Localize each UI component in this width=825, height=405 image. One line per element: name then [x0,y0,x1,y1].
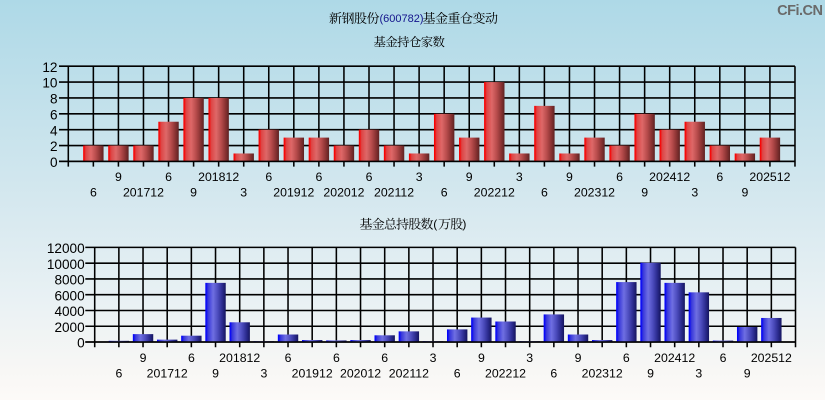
svg-text:202212: 202212 [474,186,515,200]
svg-text:9: 9 [744,367,751,381]
svg-text:202512: 202512 [751,351,792,365]
svg-text:202312: 202312 [574,186,615,200]
svg-text:0: 0 [50,155,58,170]
svg-text:6: 6 [441,186,448,200]
svg-text:6: 6 [315,170,322,184]
svg-text:3: 3 [691,186,698,200]
svg-text:6: 6 [381,351,388,365]
svg-text:3: 3 [695,367,702,381]
svg-text:9: 9 [566,170,573,184]
svg-text:6: 6 [50,107,58,122]
svg-text:202012: 202012 [340,367,381,381]
svg-text:12000: 12000 [47,241,85,256]
svg-text:201712: 201712 [123,186,164,200]
svg-text:6000: 6000 [54,288,85,303]
svg-text:6: 6 [90,186,97,200]
svg-text:9: 9 [212,367,219,381]
svg-text:6: 6 [188,351,195,365]
svg-text:9: 9 [140,351,147,365]
svg-text:201912: 201912 [292,367,333,381]
svg-text:6: 6 [541,186,548,200]
svg-text:201812: 201812 [198,170,239,184]
svg-text:202112: 202112 [374,186,414,200]
svg-text:6: 6 [623,351,630,365]
svg-text:4000: 4000 [54,304,85,319]
svg-text:9: 9 [115,170,122,184]
svg-text:8: 8 [50,92,58,107]
svg-text:6: 6 [716,170,723,184]
svg-text:6: 6 [265,170,272,184]
svg-text:9: 9 [741,186,748,200]
svg-text:3: 3 [526,351,533,365]
svg-text:9: 9 [190,186,197,200]
svg-text:10: 10 [42,76,58,91]
svg-text:CFi.CN: CFi.CN [777,3,822,19]
svg-text:202512: 202512 [749,170,790,184]
svg-text:201812: 201812 [219,351,260,365]
svg-text:12: 12 [42,60,57,75]
svg-text:0: 0 [77,336,85,351]
svg-text:6: 6 [366,170,373,184]
svg-text:2: 2 [50,139,58,154]
svg-text:9: 9 [641,186,648,200]
svg-text:9: 9 [466,170,473,184]
svg-text:202312: 202312 [582,367,623,381]
svg-text:4: 4 [50,123,58,138]
svg-text:6: 6 [165,170,172,184]
svg-text:6: 6 [616,170,623,184]
svg-text:3: 3 [430,351,437,365]
svg-text:3: 3 [240,186,247,200]
svg-text:201712: 201712 [147,367,188,381]
svg-text:3: 3 [416,170,423,184]
svg-text:202112: 202112 [389,367,429,381]
svg-text:6: 6 [285,351,292,365]
svg-text:10000: 10000 [47,257,85,272]
svg-text:6: 6 [333,351,340,365]
svg-text:8000: 8000 [54,273,85,288]
svg-text:201912: 201912 [273,186,314,200]
svg-text:(600782): (600782) [380,13,424,25]
svg-text:6: 6 [454,367,461,381]
svg-text:6: 6 [720,351,727,365]
svg-text:202412: 202412 [649,170,690,184]
svg-text:202012: 202012 [323,186,364,200]
svg-text:9: 9 [575,351,582,365]
svg-text:6: 6 [550,367,557,381]
svg-text:202212: 202212 [485,367,526,381]
svg-text:2000: 2000 [54,320,85,335]
svg-text:9: 9 [647,367,654,381]
svg-text:(: ( [433,217,437,231]
svg-text:3: 3 [516,170,523,184]
svg-text:9: 9 [478,351,485,365]
svg-text:): ) [462,217,466,231]
svg-text:6: 6 [115,367,122,381]
svg-text:202412: 202412 [654,351,695,365]
svg-text:3: 3 [260,367,267,381]
